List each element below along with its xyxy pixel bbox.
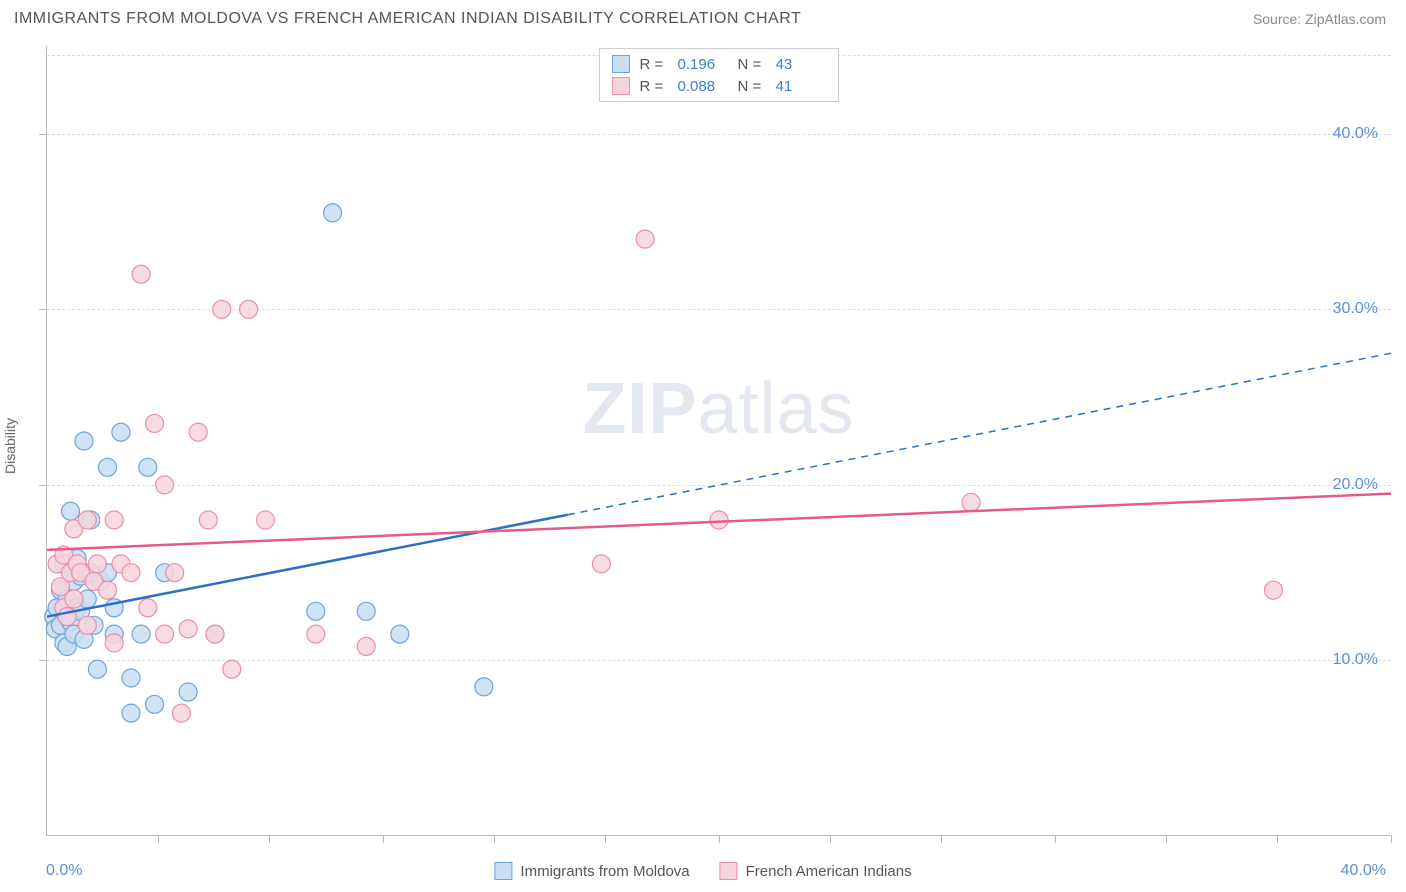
legend-item-series2: French American Indians <box>720 862 912 880</box>
x-axis-start-label: 0.0% <box>46 862 82 880</box>
chart-header: IMMIGRANTS FROM MOLDOVA VS FRENCH AMERIC… <box>0 0 1406 34</box>
legend-swatch-icon <box>494 862 512 880</box>
chart-title: IMMIGRANTS FROM MOLDOVA VS FRENCH AMERIC… <box>14 10 801 28</box>
correlation-legend: R = 0.196 N = 43 R = 0.088 N = 41 <box>599 48 839 102</box>
source-attribution: Source: ZipAtlas.com <box>1253 11 1386 27</box>
legend-row-series1: R = 0.196 N = 43 <box>612 53 826 75</box>
series-legend: Immigrants from Moldova French American … <box>494 862 911 880</box>
legend-swatch-icon <box>720 862 738 880</box>
legend-item-series1: Immigrants from Moldova <box>494 862 689 880</box>
scatter-plot-svg <box>47 46 1391 836</box>
legend-swatch-series2 <box>612 77 630 95</box>
chart-container: 10.0%20.0%30.0%40.0% ZIPatlas R = 0.196 … <box>46 46 1390 836</box>
plot-area: 10.0%20.0%30.0%40.0% ZIPatlas R = 0.196 … <box>46 46 1390 836</box>
y-axis-label: Disability <box>2 418 18 474</box>
x-axis-end-label: 40.0% <box>1341 862 1386 880</box>
legend-swatch-series1 <box>612 55 630 73</box>
legend-row-series2: R = 0.088 N = 41 <box>612 75 826 97</box>
